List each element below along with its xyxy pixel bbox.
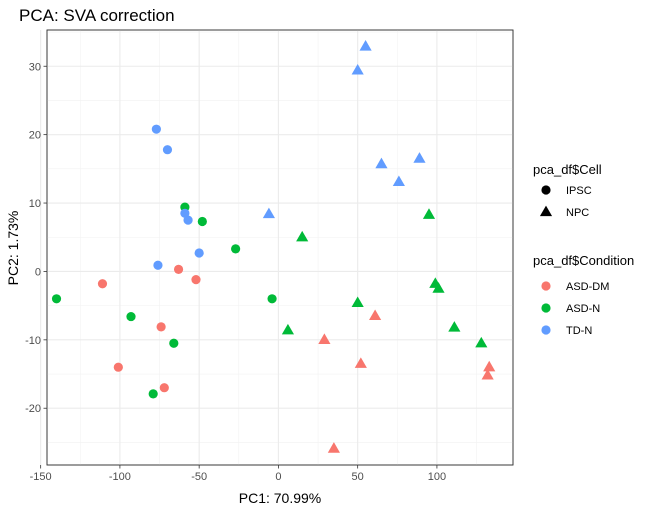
data-points — [51, 40, 496, 453]
y-axis-title: PC2: 1.73% — [5, 211, 21, 286]
data-point-npc-asd-dm — [318, 333, 331, 344]
y-axis-ticks: -20 -10 0 10 20 30 — [25, 61, 47, 415]
x-tick-label: 0 — [275, 471, 281, 483]
data-point-npc-asd-n — [448, 321, 461, 332]
data-point-npc-asd-n — [422, 208, 436, 219]
legend-label: ASD-N — [566, 303, 600, 315]
data-point-npc-td-n — [375, 157, 388, 169]
data-point-npc-asd-n — [281, 323, 295, 335]
data-point-npc-asd-n — [351, 296, 364, 308]
data-point-ipsc-td-n — [151, 124, 161, 134]
legend-key-triangle — [539, 205, 553, 217]
legend-label: TD-N — [566, 325, 592, 337]
y-tick-label: 0 — [35, 266, 41, 278]
grid-major — [40, 30, 513, 465]
data-point-ipsc-td-n — [183, 215, 193, 225]
data-point-ipsc-asd-dm — [191, 275, 201, 285]
x-tick-label: 100 — [428, 471, 446, 483]
data-point-npc-asd-dm — [327, 442, 340, 453]
data-point-npc-asd-n — [296, 230, 309, 242]
color-legend: ASD-DM ASD-N TD-N — [541, 281, 609, 337]
data-point-npc-asd-n — [432, 282, 445, 293]
data-point-ipsc-asd-dm — [159, 383, 169, 393]
legend: pca_df$Cell IPSC NPC pca_df$Condition ASD… — [533, 162, 634, 337]
y-tick-label: -20 — [25, 403, 41, 415]
x-tick-label: 50 — [352, 471, 364, 483]
plot-panel-background — [46, 29, 514, 466]
data-point-npc-asd-dm — [354, 357, 367, 368]
data-point-npc-td-n — [351, 63, 364, 75]
data-point-npc-asd-dm — [369, 309, 382, 321]
plot-panel — [40, 29, 514, 466]
data-point-ipsc-td-n — [162, 145, 173, 155]
legend-label: ASD-DM — [566, 281, 609, 293]
data-point-ipsc-asd-n — [51, 294, 62, 304]
chart-title: PCA: SVA correction — [19, 6, 175, 25]
legend-key-asd-dm — [541, 281, 551, 291]
legend-label: IPSC — [566, 185, 592, 197]
x-tick-label: -50 — [191, 471, 207, 483]
data-point-ipsc-asd-n — [231, 244, 241, 254]
data-point-ipsc-asd-dm — [97, 279, 108, 289]
data-point-ipsc-asd-dm — [113, 362, 123, 372]
plot-panel-border — [46, 29, 514, 466]
legend-key-td-n — [541, 325, 551, 335]
data-point-ipsc-asd-dm — [173, 264, 184, 274]
x-tick-label: -100 — [109, 471, 131, 483]
x-tick-label: -150 — [30, 471, 52, 483]
y-tick-label: 20 — [29, 130, 41, 142]
data-point-ipsc-asd-n — [148, 389, 158, 399]
data-point-npc-asd-n — [475, 336, 488, 348]
shape-legend-title: pca_df$Cell — [533, 162, 602, 177]
data-point-ipsc-asd-n — [267, 294, 277, 304]
data-point-npc-td-n — [262, 207, 275, 219]
shape-legend: IPSC NPC — [539, 185, 592, 219]
y-tick-label: 10 — [29, 198, 41, 210]
data-point-ipsc-td-n — [180, 208, 190, 218]
data-point-npc-asd-dm — [481, 369, 494, 380]
legend-label: NPC — [566, 207, 589, 219]
data-point-ipsc-asd-n — [126, 311, 136, 322]
y-tick-label: -10 — [25, 335, 41, 347]
data-point-npc-td-n — [413, 152, 426, 163]
data-point-npc-asd-dm — [483, 360, 496, 372]
data-point-ipsc-td-n — [153, 260, 163, 270]
grid-minor — [47, 30, 513, 465]
data-point-ipsc-asd-n — [197, 216, 207, 227]
data-point-npc-td-n — [359, 40, 372, 51]
legend-key-circle — [541, 185, 551, 195]
x-axis-ticks: -150 -100 -50 0 50 100 — [30, 465, 446, 483]
color-legend-title: pca_df$Condition — [533, 253, 634, 268]
data-point-npc-td-n — [392, 175, 405, 186]
data-point-ipsc-td-n — [194, 248, 204, 258]
data-point-ipsc-asd-dm — [156, 322, 166, 332]
data-point-ipsc-asd-n — [169, 338, 179, 348]
y-tick-label: 30 — [29, 61, 41, 73]
legend-key-asd-n — [541, 303, 551, 313]
x-axis-title: PC1: 70.99% — [239, 490, 322, 506]
